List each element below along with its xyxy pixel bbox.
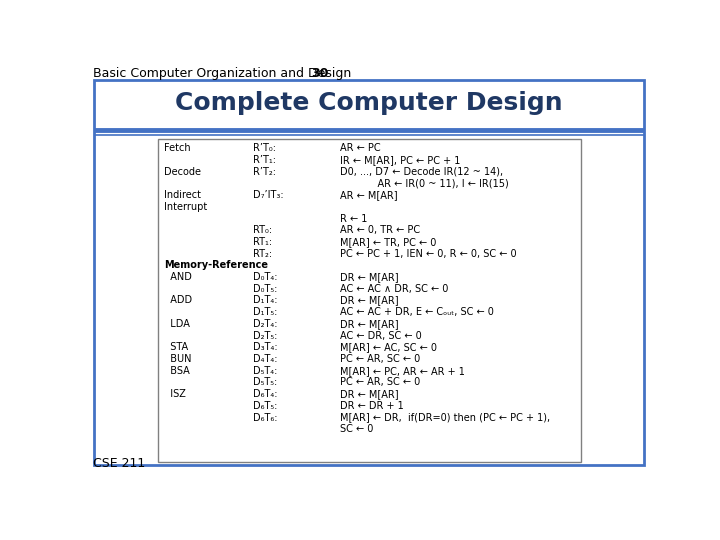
Text: D₇’IT₃:: D₇’IT₃: — [253, 190, 284, 200]
Text: DR ← M[AR]: DR ← M[AR] — [340, 319, 398, 329]
Text: D₆T₆:: D₆T₆: — [253, 413, 277, 422]
Text: D₂T₄:: D₂T₄: — [253, 319, 277, 329]
Text: D₀T₄:: D₀T₄: — [253, 272, 277, 282]
Text: RT₁:: RT₁: — [253, 237, 272, 247]
Text: Indirect: Indirect — [164, 190, 202, 200]
Text: R’T₀:: R’T₀: — [253, 143, 276, 153]
Text: M[AR] ← AC, SC ← 0: M[AR] ← AC, SC ← 0 — [340, 342, 436, 352]
Text: Decode: Decode — [164, 167, 202, 177]
Text: D₃T₄:: D₃T₄: — [253, 342, 277, 352]
Text: AC ← AC ∧ DR, SC ← 0: AC ← AC ∧ DR, SC ← 0 — [340, 284, 448, 294]
Text: M[AR] ← TR, PC ← 0: M[AR] ← TR, PC ← 0 — [340, 237, 436, 247]
Text: M[AR] ← DR,  if(DR=0) then (PC ← PC + 1),: M[AR] ← DR, if(DR=0) then (PC ← PC + 1), — [340, 413, 549, 422]
Text: DR ← DR + 1: DR ← DR + 1 — [340, 401, 403, 411]
Text: DR ← M[AR]: DR ← M[AR] — [340, 389, 398, 399]
Text: D₄T₄:: D₄T₄: — [253, 354, 277, 364]
Text: R ← 1: R ← 1 — [340, 213, 367, 224]
Text: D₅T₅:: D₅T₅: — [253, 377, 277, 387]
Text: PC ← PC + 1, IEN ← 0, R ← 0, SC ← 0: PC ← PC + 1, IEN ← 0, R ← 0, SC ← 0 — [340, 249, 516, 259]
Text: STA: STA — [164, 342, 189, 352]
Text: M[AR] ← PC, AR ← AR + 1: M[AR] ← PC, AR ← AR + 1 — [340, 366, 464, 376]
Text: DR ← M[AR]: DR ← M[AR] — [340, 295, 398, 306]
Text: Memory-Reference: Memory-Reference — [164, 260, 269, 271]
Text: ADD: ADD — [164, 295, 192, 306]
Text: D₁T₅:: D₁T₅: — [253, 307, 277, 317]
Text: Fetch: Fetch — [164, 143, 191, 153]
Text: D₆T₅:: D₆T₅: — [253, 401, 277, 411]
Text: D₀T₅:: D₀T₅: — [253, 284, 277, 294]
Text: AR ← 0, TR ← PC: AR ← 0, TR ← PC — [340, 225, 420, 235]
Text: D₅T₄:: D₅T₄: — [253, 366, 277, 376]
Text: Complete Computer Design: Complete Computer Design — [175, 91, 563, 116]
Text: AR ← PC: AR ← PC — [340, 143, 380, 153]
Text: D₆T₄:: D₆T₄: — [253, 389, 277, 399]
Text: AC ← DR, SC ← 0: AC ← DR, SC ← 0 — [340, 330, 421, 341]
Text: AR ← M[AR]: AR ← M[AR] — [340, 190, 397, 200]
Bar — [158, 139, 580, 462]
Text: 30: 30 — [311, 67, 328, 80]
Text: LDA: LDA — [164, 319, 190, 329]
Text: D₂T₅:: D₂T₅: — [253, 330, 277, 341]
Text: BUN: BUN — [164, 354, 192, 364]
Text: Basic Computer Organization and Design: Basic Computer Organization and Design — [93, 67, 351, 80]
Text: AND: AND — [164, 272, 192, 282]
Text: RT₂:: RT₂: — [253, 249, 272, 259]
Text: R’T₂:: R’T₂: — [253, 167, 276, 177]
Text: Interrupt: Interrupt — [164, 202, 207, 212]
Text: SC ← 0: SC ← 0 — [340, 424, 373, 434]
Text: ISZ: ISZ — [164, 389, 186, 399]
Text: D0, ..., D7 ← Decode IR(12 ~ 14),: D0, ..., D7 ← Decode IR(12 ~ 14), — [340, 167, 503, 177]
Text: AC ← AC + DR, E ← Cₒᵤₜ, SC ← 0: AC ← AC + DR, E ← Cₒᵤₜ, SC ← 0 — [340, 307, 493, 317]
Text: RT₀:: RT₀: — [253, 225, 272, 235]
Text: PC ← AR, SC ← 0: PC ← AR, SC ← 0 — [340, 354, 420, 364]
Text: D₁T₄:: D₁T₄: — [253, 295, 277, 306]
Text: BSA: BSA — [164, 366, 190, 376]
Text: DR ← M[AR]: DR ← M[AR] — [340, 272, 398, 282]
Text: AR ← IR(0 ~ 11), I ← IR(15): AR ← IR(0 ~ 11), I ← IR(15) — [340, 178, 508, 188]
Text: R’T₁:: R’T₁: — [253, 155, 276, 165]
Text: CSE 211: CSE 211 — [93, 457, 145, 470]
Text: IR ← M[AR], PC ← PC + 1: IR ← M[AR], PC ← PC + 1 — [340, 155, 460, 165]
Text: PC ← AR, SC ← 0: PC ← AR, SC ← 0 — [340, 377, 420, 387]
